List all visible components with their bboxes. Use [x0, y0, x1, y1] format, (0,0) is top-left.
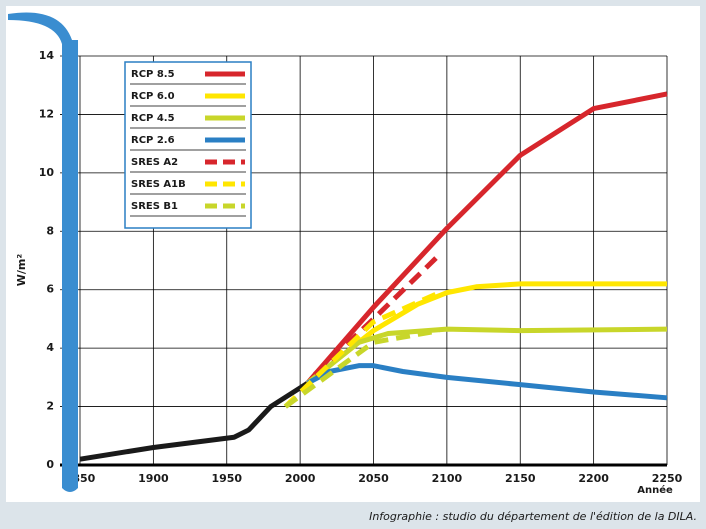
- series-line: [79, 381, 309, 462]
- x-tick-label: 2250: [652, 472, 683, 485]
- legend-box: [124, 61, 252, 229]
- x-tick-label: 2000: [285, 472, 316, 485]
- x-tick-label: 1950: [211, 472, 242, 485]
- y-tick-label: 6: [46, 283, 54, 296]
- legend-label: RCP 6.0: [131, 91, 175, 102]
- y-tick-label: 2: [46, 400, 54, 413]
- legend-label: SRES A1B: [131, 179, 186, 190]
- y-axis-label: W/m²: [15, 254, 28, 287]
- legend-label: SRES A2: [131, 157, 178, 168]
- x-tick-label: 2150: [505, 472, 536, 485]
- y-tick-label: 8: [46, 224, 54, 237]
- credit: Infographie : studio du département de l…: [369, 510, 697, 523]
- legend-label: RCP 2.6: [131, 135, 175, 146]
- series-line: [305, 326, 668, 386]
- series-line: [313, 252, 442, 377]
- x-tick-label: 2050: [358, 472, 389, 485]
- x-tick-label: 2100: [432, 472, 463, 485]
- legend-label: RCP 8.5: [131, 69, 175, 80]
- series-line: [305, 281, 667, 386]
- legend-label: SRES B1: [131, 201, 178, 212]
- y-tick-label: 14: [39, 49, 55, 62]
- y-tick-label: 12: [39, 107, 54, 120]
- x-axis-label: Année: [637, 484, 673, 496]
- y-tick-label: 0: [46, 458, 54, 471]
- legend-label: RCP 4.5: [131, 113, 175, 124]
- series-line: [306, 363, 668, 401]
- decor-bar: [8, 12, 78, 492]
- series-line: [283, 290, 441, 409]
- series-line: [305, 91, 668, 385]
- y-tick-label: 4: [46, 341, 54, 354]
- panel: [6, 6, 700, 502]
- x-tick-label: 1900: [138, 472, 169, 485]
- x-tick-label: 2200: [578, 472, 609, 485]
- y-tick-label: 10: [39, 166, 55, 179]
